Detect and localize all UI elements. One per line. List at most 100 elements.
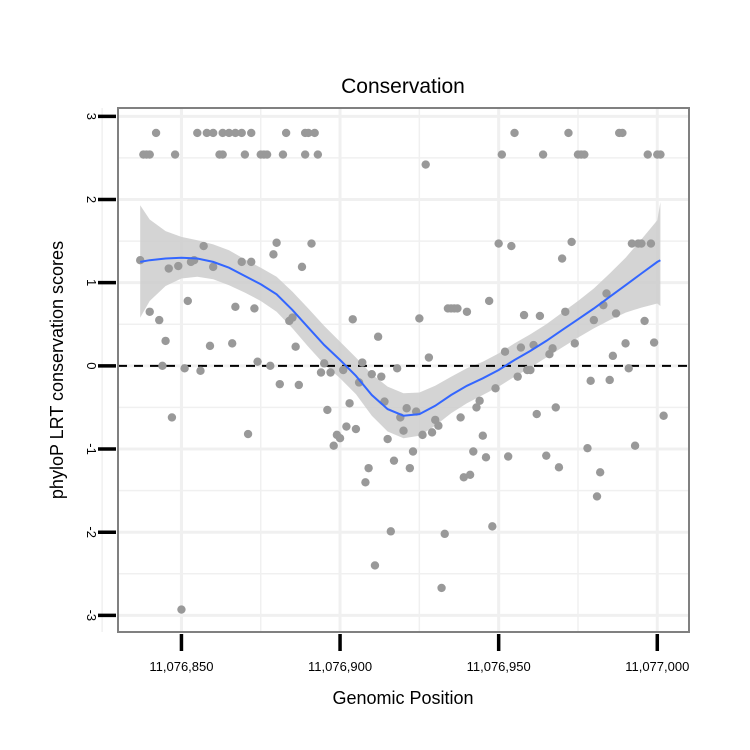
- data-point: [240, 150, 250, 159]
- data-point: [427, 428, 437, 437]
- y-tick-label: -3: [84, 610, 99, 622]
- data-point: [310, 128, 319, 138]
- data-point: [462, 307, 472, 316]
- y-tick-label: -1: [84, 443, 99, 455]
- data-point: [228, 339, 237, 348]
- data-point: [491, 384, 500, 393]
- data-point: [434, 421, 443, 430]
- data-point: [469, 447, 478, 456]
- data-point: [342, 422, 351, 431]
- x-tick-label: 11,076,900: [308, 659, 372, 674]
- data-point: [637, 239, 646, 248]
- data-point: [570, 339, 579, 348]
- data-point: [580, 150, 589, 159]
- y-tick-label: 3: [84, 113, 99, 120]
- data-point: [158, 361, 167, 371]
- data-point: [208, 128, 218, 138]
- y-tick-label: 2: [84, 196, 99, 203]
- data-point: [589, 315, 599, 325]
- data-point: [494, 239, 503, 248]
- data-point: [478, 431, 488, 440]
- data-point: [627, 239, 637, 248]
- data-point: [196, 366, 205, 376]
- data-point: [237, 257, 246, 267]
- data-point: [208, 262, 218, 272]
- data-point: [567, 237, 576, 247]
- data-point: [250, 304, 259, 313]
- data-point: [237, 128, 246, 138]
- data-point: [643, 150, 652, 159]
- x-axis: 11,076,850 11,076,900 11,076,950 11,077,000: [149, 634, 689, 674]
- data-point: [316, 368, 326, 377]
- data-point: [269, 250, 278, 259]
- data-point: [459, 473, 468, 482]
- data-point: [231, 302, 240, 311]
- y-tick-label: 0: [84, 362, 99, 369]
- data-point: [164, 264, 173, 273]
- data-point: [174, 261, 183, 271]
- data-point: [611, 309, 621, 318]
- data-point: [402, 404, 411, 413]
- data-point: [145, 150, 154, 159]
- data-point: [516, 343, 526, 352]
- data-point: [513, 372, 522, 381]
- data-point: [377, 372, 386, 381]
- data-point: [348, 315, 357, 324]
- points-layer: [136, 128, 668, 614]
- data-point: [408, 447, 418, 456]
- data-point: [602, 289, 611, 298]
- data-point: [253, 357, 262, 366]
- data-point: [364, 463, 373, 473]
- data-point: [656, 150, 665, 159]
- data-point: [193, 128, 202, 138]
- y-tick-label: 1: [84, 279, 99, 286]
- panel-border: [117, 107, 690, 633]
- data-point: [475, 396, 484, 405]
- data-point: [297, 262, 307, 272]
- data-point: [319, 359, 329, 368]
- smooth-fit-line: [140, 256, 661, 417]
- confidence-band: [140, 202, 661, 439]
- data-point: [367, 369, 376, 379]
- data-point: [538, 150, 548, 159]
- data-point: [618, 128, 627, 138]
- data-point: [281, 128, 291, 138]
- data-point: [294, 380, 304, 390]
- data-point: [288, 313, 297, 322]
- data-point: [300, 150, 310, 159]
- data-point: [592, 492, 602, 501]
- data-point: [231, 128, 240, 138]
- data-point: [605, 375, 614, 385]
- data-point: [272, 238, 281, 247]
- data-point: [500, 347, 510, 356]
- data-point: [519, 310, 529, 320]
- data-point: [278, 150, 288, 159]
- data-point: [548, 344, 557, 353]
- data-point: [161, 336, 170, 346]
- data-point: [561, 307, 570, 316]
- data-point: [145, 307, 154, 316]
- data-point: [326, 368, 335, 377]
- data-point: [199, 241, 208, 251]
- data-point: [595, 468, 605, 477]
- data-point: [167, 413, 177, 422]
- data-point: [151, 128, 161, 138]
- data-point: [183, 296, 192, 306]
- data-point: [659, 411, 668, 420]
- data-point: [335, 434, 345, 443]
- y-axis: -3 -2 -1 0 1 2 3: [84, 113, 116, 621]
- data-point: [437, 583, 446, 593]
- data-point: [465, 470, 475, 479]
- data-point: [624, 364, 633, 373]
- data-point: [424, 353, 434, 362]
- data-point: [526, 365, 535, 375]
- confidence-band-layer: [140, 202, 661, 439]
- data-point: [275, 379, 284, 389]
- data-point: [646, 239, 656, 248]
- data-point: [202, 128, 212, 138]
- data-point: [224, 128, 234, 138]
- x-axis-title: Genomic Position: [332, 688, 473, 708]
- data-point: [170, 150, 180, 159]
- data-point: [542, 451, 551, 460]
